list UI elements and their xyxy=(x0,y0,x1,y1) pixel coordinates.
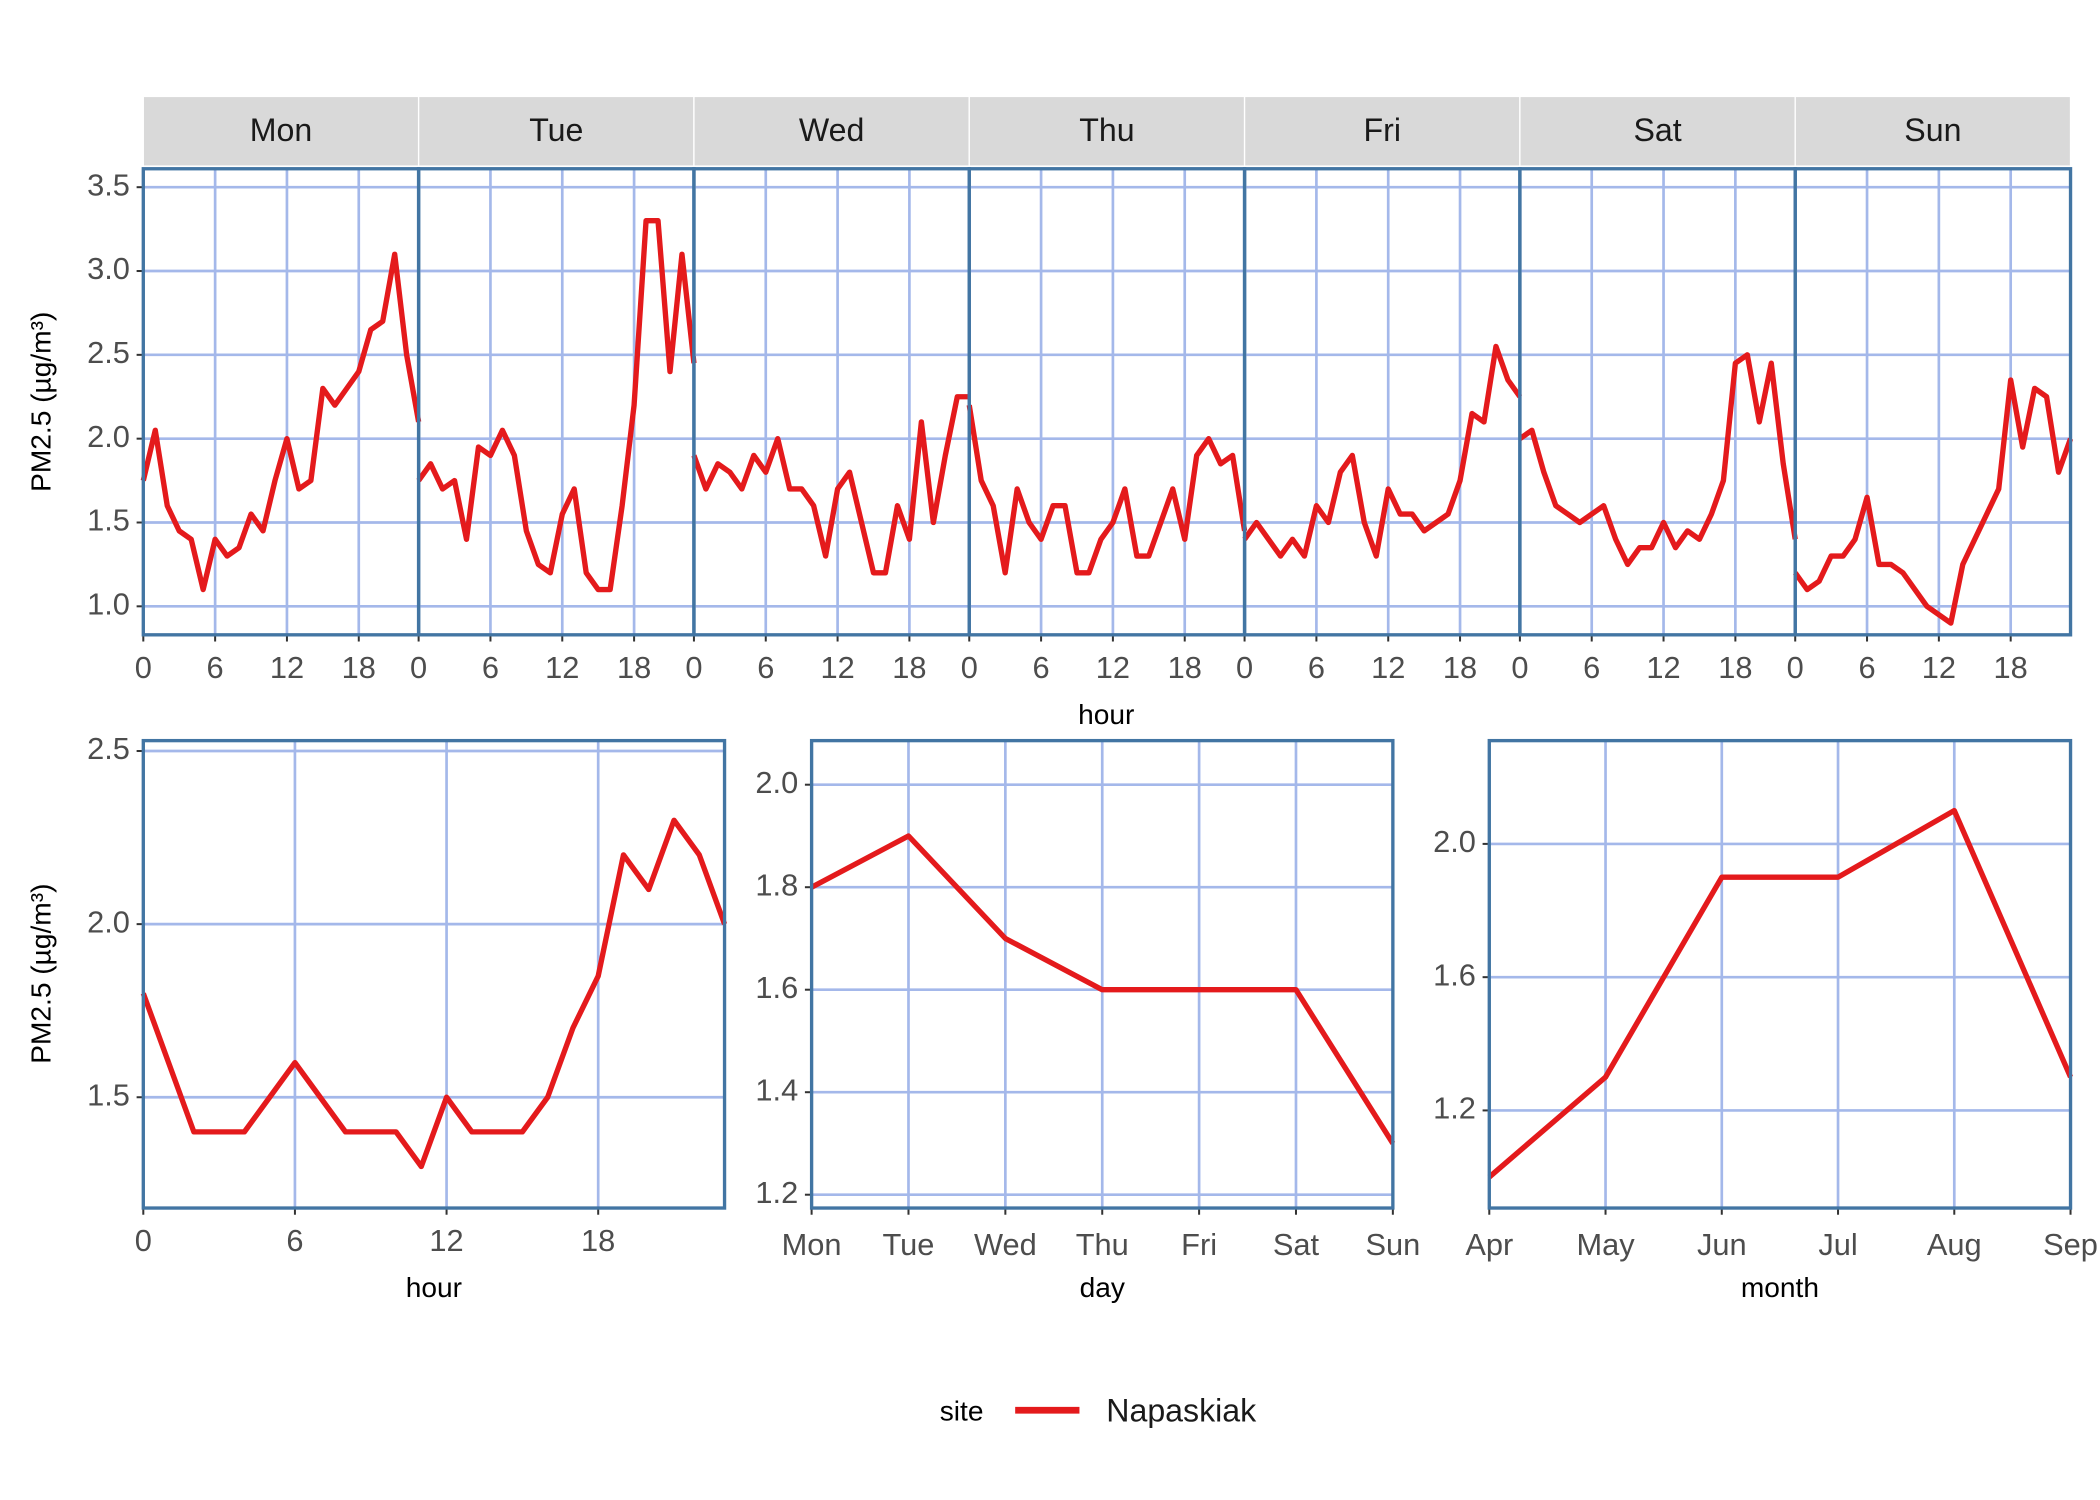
line xyxy=(1242,343,1523,559)
line xyxy=(691,394,970,576)
strip-label: Mon xyxy=(250,112,313,148)
strip-label: Sat xyxy=(1633,112,1681,148)
y-tick-label: 2.5 xyxy=(87,335,130,370)
y-tick-label: 3.0 xyxy=(87,251,130,286)
x-tick-label: 18 xyxy=(1994,650,2028,685)
y-tick-label: 1.4 xyxy=(755,1072,798,1107)
x-axis-title: hour xyxy=(406,1272,462,1303)
x-tick-label: 6 xyxy=(1033,650,1050,685)
y-tick-label: 1.2 xyxy=(755,1175,798,1210)
y-tick-label: 1.8 xyxy=(755,867,798,902)
x-tick-label: 6 xyxy=(757,650,774,685)
x-axis-title: month xyxy=(1741,1272,1819,1303)
y-tick-label: 1.5 xyxy=(87,503,130,538)
x-tick-label: 12 xyxy=(1371,650,1405,685)
y-tick-label: 3.5 xyxy=(87,167,130,202)
y-tick-label: 1.5 xyxy=(87,1077,130,1112)
x-tick-label: 18 xyxy=(342,650,376,685)
x-tick-label: 0 xyxy=(1236,650,1253,685)
x-tick-label: Jun xyxy=(1697,1227,1747,1262)
y-tick-label: 1.6 xyxy=(1433,957,1476,992)
x-tick-label: Mon xyxy=(782,1227,842,1262)
line xyxy=(140,251,422,593)
y-tick-label: 2.0 xyxy=(1433,824,1476,859)
panel-border xyxy=(141,738,727,1210)
x-tick-label: 6 xyxy=(482,650,499,685)
strip-label: Wed xyxy=(799,112,864,148)
y-axis-title: PM2.5 (µg/m³) xyxy=(25,312,56,492)
strip xyxy=(417,95,695,167)
x-tick-label: Tue xyxy=(883,1227,935,1262)
y-tick-label: 2.0 xyxy=(87,419,130,454)
strip xyxy=(968,95,1246,167)
x-tick-label: 0 xyxy=(410,650,427,685)
x-tick-label: 6 xyxy=(1308,650,1325,685)
x-tick-label: 6 xyxy=(1858,650,1875,685)
x-tick-label: 0 xyxy=(135,650,152,685)
x-tick-label: 6 xyxy=(207,650,224,685)
x-tick-label: 18 xyxy=(617,650,651,685)
panel-border xyxy=(1793,167,2073,637)
strip xyxy=(693,95,970,167)
x-tick-label: May xyxy=(1576,1227,1635,1262)
x-tick-label: Fri xyxy=(1181,1227,1217,1262)
line xyxy=(810,833,1396,1145)
y-tick-label: 1.2 xyxy=(1433,1091,1476,1126)
x-tick-label: Sat xyxy=(1273,1227,1320,1262)
y-tick-label: 2.0 xyxy=(755,765,798,800)
x-tick-label: 6 xyxy=(1583,650,1600,685)
legend-title: site xyxy=(940,1395,984,1426)
strip-label: Thu xyxy=(1079,112,1134,148)
line xyxy=(1487,807,2073,1180)
y-axis-title: PM2.5 (µg/m³) xyxy=(25,884,56,1064)
x-tick-label: 12 xyxy=(545,650,579,685)
panel-border xyxy=(809,738,1395,1210)
x-tick-label: 0 xyxy=(135,1223,152,1258)
strip xyxy=(1243,95,1521,167)
x-tick-label: 18 xyxy=(1168,650,1202,685)
x-tick-label: 12 xyxy=(1646,650,1680,685)
x-tick-label: 0 xyxy=(961,650,978,685)
strip-label: Fri xyxy=(1364,112,1401,148)
line xyxy=(140,817,728,1170)
strip xyxy=(142,95,420,167)
x-tick-label: 12 xyxy=(1096,650,1130,685)
x-tick-label: Thu xyxy=(1076,1227,1129,1262)
x-tick-label: Sep xyxy=(2043,1227,2098,1262)
y-tick-label: 2.0 xyxy=(87,904,130,939)
line xyxy=(966,404,1248,576)
x-tick-label: 0 xyxy=(685,650,702,685)
strip-label: Tue xyxy=(529,112,583,148)
line xyxy=(416,218,697,593)
x-tick-label: 18 xyxy=(1443,650,1477,685)
x-tick-label: Sun xyxy=(1365,1227,1420,1262)
x-tick-label: 18 xyxy=(581,1223,615,1258)
x-tick-label: 6 xyxy=(286,1223,303,1258)
x-tick-label: Wed xyxy=(974,1227,1037,1262)
x-tick-label: 12 xyxy=(270,650,304,685)
x-tick-label: 18 xyxy=(1718,650,1752,685)
strip xyxy=(1794,95,2072,167)
x-tick-label: 18 xyxy=(892,650,926,685)
x-tick-label: 0 xyxy=(1511,650,1528,685)
x-tick-label: Jul xyxy=(1818,1227,1857,1262)
strip-label: Sun xyxy=(1904,112,1961,148)
y-tick-label: 1.6 xyxy=(755,970,798,1005)
strip xyxy=(1519,95,1796,167)
x-tick-label: 12 xyxy=(820,650,854,685)
x-tick-label: Aug xyxy=(1927,1227,1982,1262)
panel-border xyxy=(1487,738,2073,1210)
x-axis-title: day xyxy=(1080,1272,1125,1303)
legend-label: Napaskiak xyxy=(1106,1392,1257,1428)
x-tick-label: 12 xyxy=(429,1223,463,1258)
y-tick-label: 2.5 xyxy=(87,731,130,766)
x-axis-title: hour xyxy=(1078,699,1134,730)
line xyxy=(1518,352,1798,568)
x-tick-label: 12 xyxy=(1922,650,1956,685)
x-tick-label: 0 xyxy=(1787,650,1804,685)
y-tick-label: 1.0 xyxy=(87,586,130,621)
line xyxy=(1793,377,2074,626)
x-tick-label: Apr xyxy=(1465,1227,1513,1262)
